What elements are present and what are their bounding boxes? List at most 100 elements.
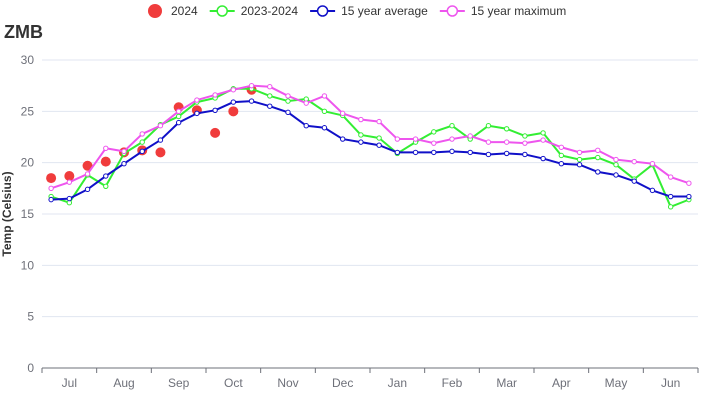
legend-item-15-year-maximum[interactable]: 15 year maximum bbox=[439, 4, 566, 18]
point-15-year-average[interactable] bbox=[48, 196, 54, 203]
point-15-year-average[interactable] bbox=[175, 119, 182, 126]
point-2023-2024[interactable] bbox=[376, 135, 382, 141]
point-15-year-maximum[interactable] bbox=[321, 93, 328, 99]
point-15-year-maximum[interactable] bbox=[230, 87, 237, 93]
point-15-year-average[interactable] bbox=[358, 139, 364, 145]
point-2023-2024[interactable] bbox=[595, 154, 601, 161]
point-15-year-average[interactable] bbox=[339, 136, 346, 142]
point-15-year-average[interactable] bbox=[285, 109, 291, 116]
point-15-year-average[interactable] bbox=[540, 155, 546, 162]
point-15-year-maximum[interactable] bbox=[540, 137, 546, 143]
point-15-year-maximum[interactable] bbox=[84, 171, 91, 177]
point-15-year-maximum[interactable] bbox=[522, 140, 528, 146]
point-15-year-average[interactable] bbox=[230, 99, 237, 105]
point-15-year-average[interactable] bbox=[303, 123, 309, 129]
point-15-year-average[interactable] bbox=[649, 187, 656, 194]
point-2024[interactable] bbox=[100, 156, 111, 167]
point-15-year-average[interactable] bbox=[595, 169, 601, 175]
point-2024[interactable] bbox=[210, 127, 221, 138]
point-15-year-maximum[interactable] bbox=[595, 147, 601, 154]
point-2023-2024[interactable] bbox=[139, 139, 145, 145]
point-15-year-maximum[interactable] bbox=[48, 185, 54, 192]
point-2023-2024[interactable] bbox=[267, 93, 273, 99]
point-2023-2024[interactable] bbox=[503, 126, 510, 132]
point-15-year-maximum[interactable] bbox=[467, 133, 473, 139]
point-2023-2024[interactable] bbox=[613, 162, 619, 168]
point-15-year-maximum[interactable] bbox=[157, 123, 164, 129]
point-2024[interactable] bbox=[155, 147, 166, 158]
point-15-year-average[interactable] bbox=[84, 186, 91, 193]
point-15-year-maximum[interactable] bbox=[339, 110, 346, 117]
point-15-year-average[interactable] bbox=[212, 107, 218, 114]
point-15-year-maximum[interactable] bbox=[358, 116, 364, 123]
point-15-year-average[interactable] bbox=[267, 103, 273, 109]
point-15-year-maximum[interactable] bbox=[212, 92, 218, 98]
point-2023-2024[interactable] bbox=[175, 113, 182, 120]
point-15-year-average[interactable] bbox=[194, 110, 200, 117]
point-15-year-maximum[interactable] bbox=[394, 136, 401, 142]
point-15-year-average[interactable] bbox=[522, 151, 528, 158]
point-15-year-maximum[interactable] bbox=[485, 139, 492, 145]
point-15-year-maximum[interactable] bbox=[121, 148, 127, 155]
point-2024[interactable] bbox=[82, 160, 93, 171]
point-15-year-average[interactable] bbox=[467, 149, 473, 156]
point-15-year-maximum[interactable] bbox=[558, 144, 565, 150]
point-2023-2024[interactable] bbox=[358, 132, 364, 138]
point-2024[interactable] bbox=[228, 106, 239, 117]
point-15-year-average[interactable] bbox=[66, 195, 73, 202]
point-15-year-maximum[interactable] bbox=[649, 160, 656, 167]
point-15-year-maximum[interactable] bbox=[613, 156, 619, 163]
point-15-year-average[interactable] bbox=[503, 150, 510, 157]
point-2023-2024[interactable] bbox=[103, 183, 109, 189]
point-2023-2024[interactable] bbox=[285, 98, 291, 104]
point-15-year-average[interactable] bbox=[485, 151, 492, 158]
point-15-year-maximum[interactable] bbox=[667, 174, 674, 180]
point-15-year-maximum[interactable] bbox=[449, 136, 455, 142]
point-15-year-average[interactable] bbox=[412, 149, 419, 156]
point-15-year-maximum[interactable] bbox=[194, 97, 200, 103]
point-15-year-maximum[interactable] bbox=[376, 118, 382, 125]
point-15-year-average[interactable] bbox=[558, 160, 565, 167]
point-15-year-maximum[interactable] bbox=[303, 100, 309, 106]
point-15-year-average[interactable] bbox=[449, 148, 455, 155]
point-15-year-average[interactable] bbox=[121, 160, 127, 167]
point-15-year-maximum[interactable] bbox=[412, 136, 419, 142]
legend-item-15-year-average[interactable]: 15 year average bbox=[310, 4, 428, 18]
legend-item-2024[interactable]: 2024 bbox=[148, 4, 198, 18]
point-2023-2024[interactable] bbox=[667, 204, 674, 210]
point-2024[interactable] bbox=[64, 171, 75, 182]
point-15-year-average[interactable] bbox=[686, 193, 692, 200]
point-15-year-maximum[interactable] bbox=[686, 180, 692, 186]
point-15-year-maximum[interactable] bbox=[248, 82, 255, 89]
point-15-year-average[interactable] bbox=[431, 149, 437, 156]
point-2023-2024[interactable] bbox=[321, 108, 328, 115]
point-15-year-average[interactable] bbox=[667, 193, 674, 200]
point-15-year-average[interactable] bbox=[321, 125, 328, 131]
point-15-year-maximum[interactable] bbox=[267, 83, 273, 90]
point-15-year-average[interactable] bbox=[576, 162, 583, 168]
point-15-year-maximum[interactable] bbox=[285, 93, 291, 99]
point-15-year-average[interactable] bbox=[139, 148, 145, 155]
point-15-year-maximum[interactable] bbox=[431, 140, 437, 146]
point-2023-2024[interactable] bbox=[485, 123, 492, 129]
point-2023-2024[interactable] bbox=[431, 129, 437, 135]
point-15-year-maximum[interactable] bbox=[503, 139, 510, 145]
point-15-year-average[interactable] bbox=[394, 149, 401, 156]
point-2023-2024[interactable] bbox=[522, 133, 528, 139]
point-15-year-maximum[interactable] bbox=[139, 131, 145, 137]
point-15-year-average[interactable] bbox=[613, 172, 619, 178]
point-15-year-average[interactable] bbox=[157, 137, 164, 143]
point-15-year-maximum[interactable] bbox=[631, 158, 637, 165]
point-15-year-maximum[interactable] bbox=[576, 149, 583, 156]
point-15-year-average[interactable] bbox=[248, 98, 255, 104]
point-2023-2024[interactable] bbox=[576, 156, 583, 163]
point-15-year-average[interactable] bbox=[376, 142, 382, 148]
point-15-year-maximum[interactable] bbox=[175, 108, 182, 115]
point-2023-2024[interactable] bbox=[449, 123, 455, 129]
point-2023-2024[interactable] bbox=[540, 130, 546, 136]
legend[interactable]: 2024 2023-2024 15 year average 15 year maxi… bbox=[148, 4, 566, 18]
point-15-year-maximum[interactable] bbox=[66, 179, 73, 185]
legend-item-2023-2024[interactable]: 2023-2024 bbox=[209, 4, 299, 18]
point-15-year-maximum[interactable] bbox=[103, 145, 109, 151]
point-15-year-average[interactable] bbox=[631, 178, 637, 184]
